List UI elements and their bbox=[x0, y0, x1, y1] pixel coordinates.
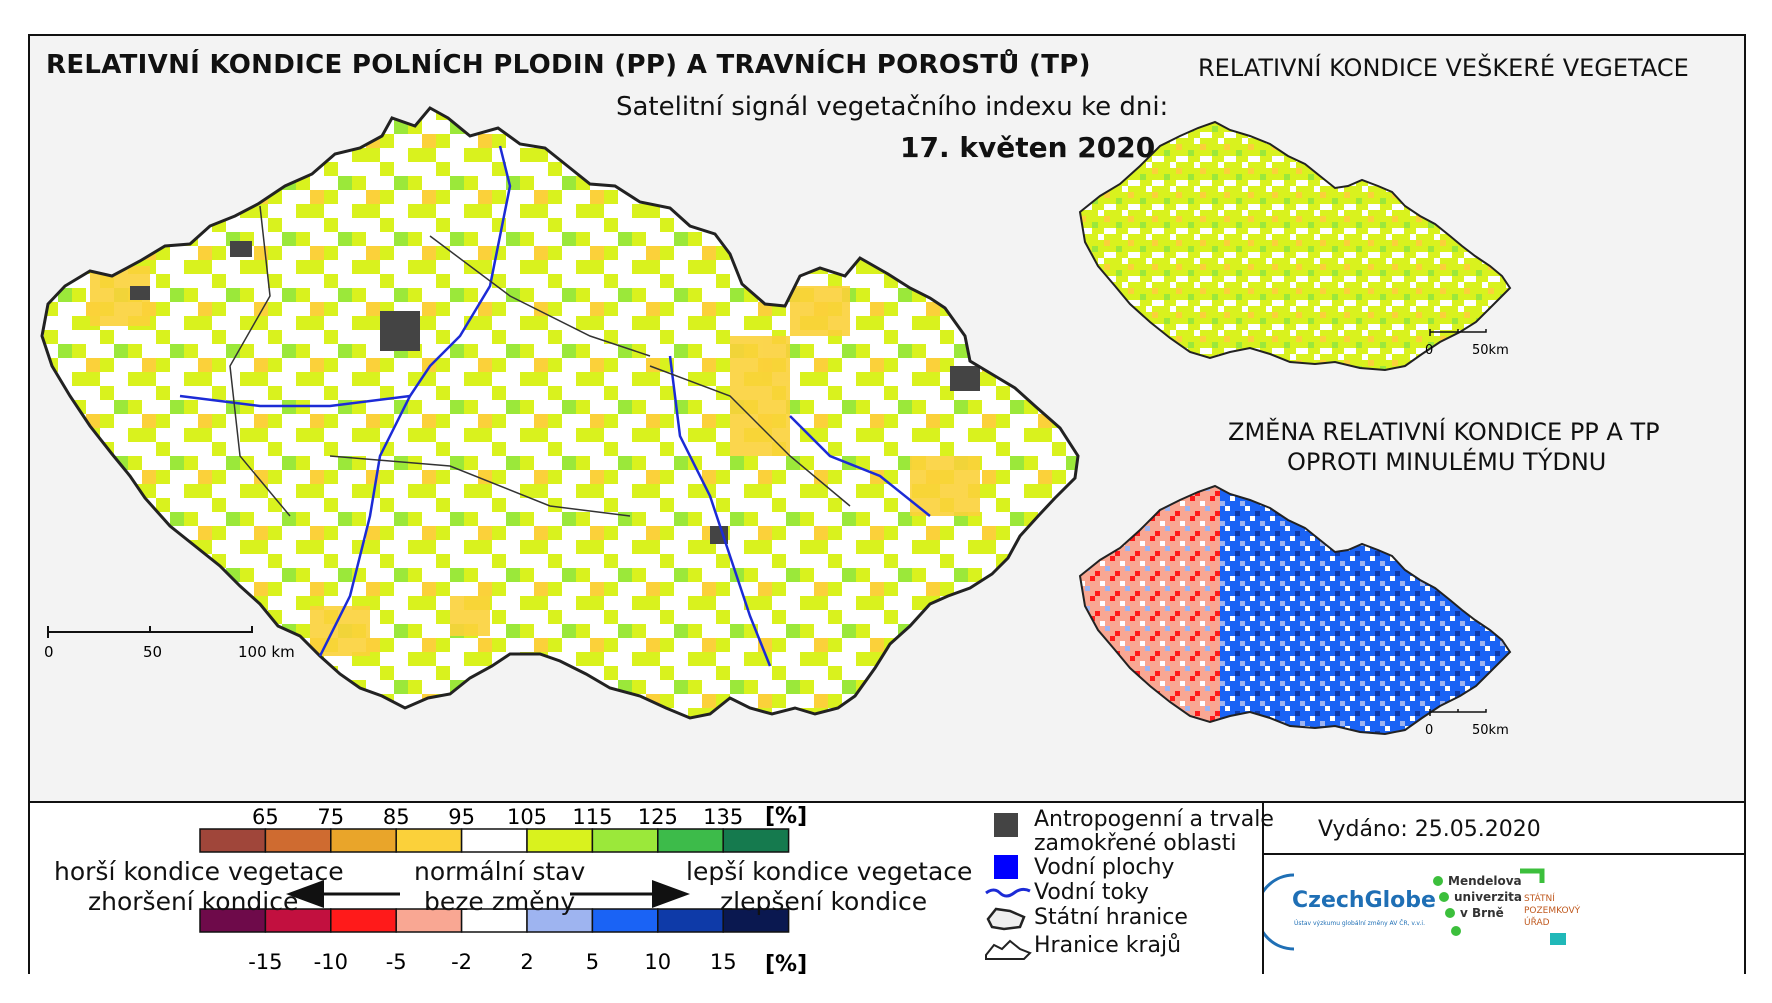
condition-swatch-8 bbox=[722, 828, 790, 853]
better-label-1: lepší kondice vegetace bbox=[686, 857, 973, 886]
change-swatch-8 bbox=[722, 908, 790, 933]
change-title-line1: ZMĚNA RELATIVNÍ KONDICE PP A TP bbox=[1228, 418, 1660, 446]
vegetation-title: RELATIVNÍ KONDICE VEŠKERÉ VEGETACE bbox=[1198, 54, 1689, 82]
change-tick-7: 15 bbox=[710, 950, 737, 974]
change-color-scale: -15 -10 -5 -2 2 5 10 15 bbox=[199, 908, 790, 974]
left-arrow bbox=[286, 880, 324, 908]
change-scale-50: 50km bbox=[1472, 723, 1509, 738]
normal-label-1: normální stav bbox=[414, 857, 586, 886]
condition-swatch-6 bbox=[591, 828, 659, 853]
condition-tick-4: 105 bbox=[507, 805, 547, 829]
change-swatch-2 bbox=[330, 908, 397, 933]
regions-label: Hranice krajů bbox=[1034, 933, 1182, 958]
change-tick-5: 5 bbox=[586, 950, 599, 974]
right-arrow bbox=[652, 880, 690, 908]
worse-label-1: horší kondice vegetace bbox=[54, 857, 344, 886]
river-icon bbox=[985, 887, 1031, 898]
map-area: RELATIVNÍ KONDICE POLNÍCH PLODIN (PP) A … bbox=[30, 36, 1744, 801]
map-canvas: 0 50 100 km 0 50km 0 50km bbox=[40, 106, 1512, 738]
condition-tick-7: 135 bbox=[703, 805, 743, 829]
symbol-legend-icons bbox=[985, 813, 1032, 960]
condition-swatch-5 bbox=[526, 828, 594, 853]
spu-logo-text-2: POZEMKOVÝ bbox=[1524, 904, 1581, 916]
main-scale-100: 100 km bbox=[238, 643, 295, 661]
legend-divider-vertical bbox=[1262, 803, 1264, 974]
better-label-2: zlepšení kondice bbox=[720, 887, 928, 916]
spu-logo-mark bbox=[1520, 868, 1545, 883]
change-tick-1: -10 bbox=[314, 950, 348, 974]
condition-swatch-1 bbox=[264, 828, 332, 853]
condition-tick-5: 115 bbox=[572, 805, 612, 829]
change-tick-0: -15 bbox=[248, 950, 282, 974]
worse-label-2: zhoršení kondice bbox=[88, 887, 299, 916]
anthro-label-2: zamokřené oblasti bbox=[1034, 831, 1237, 856]
date-label: 17. květen 2020 bbox=[900, 131, 1156, 164]
veg-scale-0: 0 bbox=[1425, 343, 1433, 358]
main-scale-bar: 0 50 100 km bbox=[44, 626, 295, 661]
subtitle: Satelitní signál vegetačního indexu ke d… bbox=[616, 92, 1169, 122]
mendel-logo-text-3: v Brně bbox=[1460, 906, 1504, 920]
water-label: Vodní plochy bbox=[1034, 855, 1175, 880]
change-title-line2: OPROTI MINULÉMU TÝDNU bbox=[1287, 448, 1607, 476]
spu-logo-text-1: STÁTNÍ bbox=[1524, 892, 1555, 904]
change-tick-2: -5 bbox=[386, 950, 407, 974]
condition-swatch-7 bbox=[657, 828, 724, 853]
condition-swatch-4 bbox=[460, 828, 528, 853]
condition-swatch-0 bbox=[199, 828, 267, 853]
rivers-label: Vodní toky bbox=[1034, 880, 1149, 905]
main-scale-0: 0 bbox=[44, 643, 54, 661]
water-bodies-swatch bbox=[994, 855, 1018, 879]
normal-label-2: beze změny bbox=[424, 887, 576, 916]
veg-scale-50: 50km bbox=[1472, 343, 1509, 358]
change-swatch-7 bbox=[657, 908, 724, 933]
czechglobe-logo-subtext: Ústav výzkumu globální změny AV ČR, v.v.… bbox=[1294, 920, 1425, 927]
main-map bbox=[40, 106, 1080, 720]
czechglobe-logo-text: CzechGlobe bbox=[1292, 888, 1436, 913]
spu-logo-text-3: ÚŘAD bbox=[1524, 916, 1550, 928]
anthropogenic-swatch bbox=[994, 813, 1018, 837]
change-tick-6: 10 bbox=[644, 950, 671, 974]
region-border-icon bbox=[985, 939, 1032, 960]
condition-swatch-2 bbox=[330, 828, 397, 853]
vegetation-map: 0 50km bbox=[1078, 120, 1512, 372]
condition-tick-2: 85 bbox=[383, 805, 410, 829]
bottom-unit: [%] bbox=[765, 952, 807, 974]
figure-frame: RELATIVNÍ KONDICE POLNÍCH PLODIN (PP) A … bbox=[28, 34, 1746, 974]
border-label: Státní hranice bbox=[1034, 905, 1188, 930]
change-swatch-6 bbox=[591, 908, 659, 933]
logos: CzechGlobe Ústav výzkumu globální změny … bbox=[1264, 868, 1581, 951]
color-legend: 65 75 85 95 105 115 125 135 -15 -10 -5 -2 2 5 10 15 [%… bbox=[199, 804, 807, 974]
condition-tick-0: 65 bbox=[252, 805, 279, 829]
condition-tick-6: 125 bbox=[638, 805, 678, 829]
change-scale-0: 0 bbox=[1425, 723, 1433, 738]
state-border-icon bbox=[986, 907, 1026, 931]
mendel-logo-text-1: Mendelova bbox=[1448, 874, 1522, 888]
issued-date: Vydáno: 25.05.2020 bbox=[1318, 817, 1541, 842]
czechglobe-logo-arc bbox=[1264, 873, 1295, 951]
top-unit: [%] bbox=[765, 804, 807, 829]
change-tick-4: 2 bbox=[520, 950, 533, 974]
condition-tick-3: 95 bbox=[448, 805, 475, 829]
spu-logo-square bbox=[1550, 933, 1566, 945]
condition-swatch-3 bbox=[395, 828, 463, 853]
mendel-logo-text-2: univerzita bbox=[1454, 890, 1522, 904]
legend-divider-horizontal bbox=[1262, 853, 1744, 855]
change-tick-3: -2 bbox=[451, 950, 472, 974]
change-map: 0 50km bbox=[1078, 484, 1512, 738]
legend-area: 65 75 85 95 105 115 125 135 -15 -10 -5 -2 2 5 10 15 [%… bbox=[30, 801, 1744, 974]
condition-color-scale: 65 75 85 95 105 115 125 135 bbox=[199, 805, 790, 853]
condition-tick-1: 75 bbox=[317, 805, 344, 829]
anthro-label-1: Antropogenní a trvale bbox=[1034, 807, 1274, 832]
mendel-logo-dots bbox=[1433, 876, 1461, 936]
main-title: RELATIVNÍ KONDICE POLNÍCH PLODIN (PP) A … bbox=[46, 50, 1091, 80]
main-scale-50: 50 bbox=[143, 643, 162, 661]
